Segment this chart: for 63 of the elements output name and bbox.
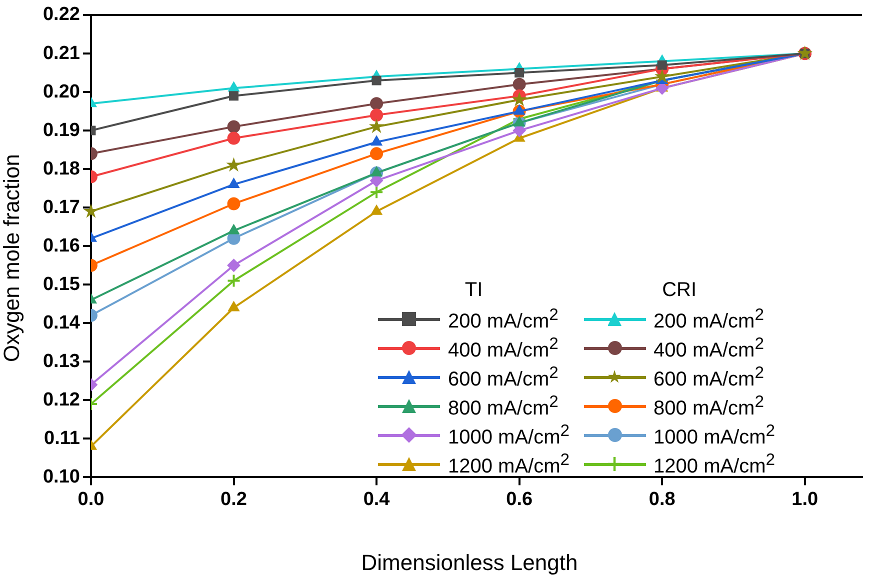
y-tick-label: 0.12	[42, 389, 80, 410]
legend-label: 1200 mA/cm$^{2}$	[448, 450, 570, 479]
point	[514, 104, 526, 115]
legend-label: 200 mA/cm$^{2}$	[448, 305, 558, 334]
point	[372, 76, 382, 86]
x-tick-label: 0.8	[648, 488, 676, 510]
legend-label: 1000 mA/cm$^{2}$	[654, 421, 776, 450]
x-tick-label: 0.0	[78, 488, 104, 510]
point	[514, 116, 526, 126]
y-tick-label: 0.20	[42, 81, 80, 102]
x-tick-label: 1.0	[792, 488, 818, 510]
point	[512, 78, 526, 91]
y-tick-label: 0.13	[42, 350, 80, 372]
point	[228, 224, 240, 234]
legend-label: 1000 mA/cm$^{2}$	[448, 421, 570, 450]
point	[227, 120, 240, 134]
point	[228, 301, 240, 312]
point	[370, 166, 382, 176]
point	[227, 132, 240, 145]
legend-label: 800 mA/cm$^{2}$	[654, 392, 764, 421]
annotation: TI	[464, 278, 484, 303]
legend-label: 600 mA/cm$^{2}$	[654, 363, 764, 392]
point	[228, 178, 240, 188]
x-tick-label: 0.4	[363, 488, 390, 510]
point	[370, 108, 384, 122]
point	[512, 92, 527, 106]
legend-label: 400 mA/cm$^{2}$	[654, 334, 764, 363]
legend-label: 400 mA/cm$^{2}$	[448, 334, 558, 363]
point	[370, 97, 384, 110]
legend-label: 600 mA/cm$^{2}$	[448, 363, 558, 392]
y-axis-title: Oxygen mole fraction	[0, 153, 25, 364]
x-tick-label: 0.6	[506, 488, 533, 510]
y-tick-label: 0.21	[42, 42, 80, 64]
point	[657, 60, 667, 70]
y-tick-label: 0.19	[42, 120, 80, 141]
y-tick-label: 0.15	[42, 274, 80, 295]
point	[370, 185, 384, 200]
point	[370, 136, 382, 146]
y-tick-label: 0.14	[42, 312, 80, 334]
legend-label: 800 mA/cm$^{2}$	[448, 392, 558, 421]
y-tick-label: 0.22	[42, 4, 80, 26]
point	[228, 82, 240, 92]
point	[226, 274, 241, 288]
point	[227, 197, 240, 210]
y-tick-label: 0.17	[42, 196, 80, 218]
point	[229, 91, 239, 101]
point	[227, 258, 240, 272]
y-tick-label: 0.18	[42, 158, 80, 180]
point	[368, 118, 384, 134]
annotation: CRI	[661, 278, 698, 303]
point	[514, 68, 524, 78]
point	[370, 147, 384, 160]
y-tick-label: 0.10	[42, 466, 80, 488]
y-tick-label: 0.11	[44, 428, 80, 449]
point	[370, 174, 384, 188]
legend-label: 200 mA/cm$^{2}$	[654, 305, 764, 334]
point	[226, 157, 242, 172]
point	[370, 204, 382, 215]
point	[512, 124, 526, 138]
x-tick-label: 0.2	[220, 488, 247, 510]
legend-label: 1200 mA/cm$^{2}$	[654, 450, 776, 479]
x-axis-title: Dimensionless Length	[360, 550, 579, 576]
y-tick-label: 0.16	[42, 235, 80, 256]
